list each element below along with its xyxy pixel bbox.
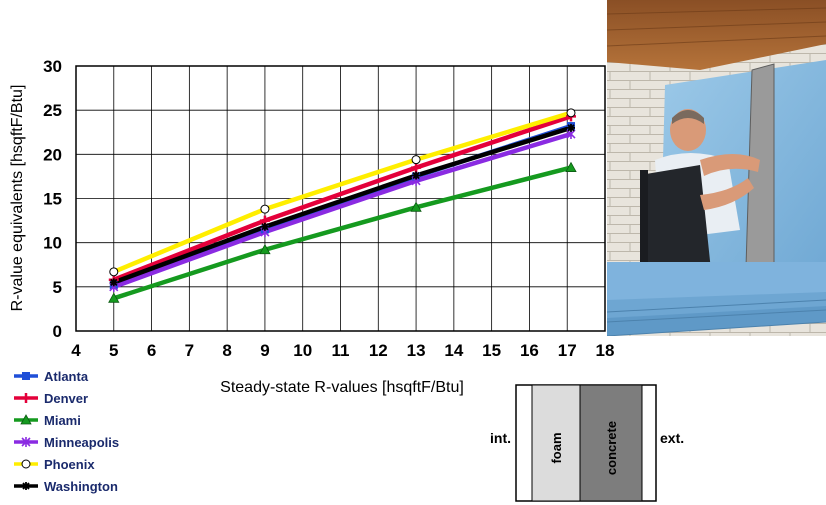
x-tick-label: 17 (558, 341, 577, 360)
x-tick-label: 5 (109, 341, 118, 360)
exterior-label: ext. (660, 430, 684, 446)
legend-label-phoenix: Phoenix (44, 457, 95, 472)
data-point-washington (566, 123, 575, 132)
legend-marker-atlanta (22, 372, 30, 380)
data-point-washington (412, 171, 421, 180)
data-point-phoenix (411, 155, 421, 165)
y-tick-label: 5 (53, 278, 62, 297)
x-tick-label: 8 (222, 341, 231, 360)
x-tick-label: 18 (596, 341, 615, 360)
data-point-phoenix (109, 267, 119, 277)
y-tick-label: 30 (43, 57, 62, 76)
data-point-denver (411, 162, 422, 173)
foam-layer (531, 384, 581, 502)
x-tick-label: 10 (293, 341, 312, 360)
y-tick-label: 15 (43, 190, 62, 209)
data-point-phoenix (260, 204, 270, 214)
y-tick-label: 20 (43, 145, 62, 164)
data-point-washington (109, 278, 118, 287)
legend-label-minneapolis: Minneapolis (44, 435, 119, 450)
x-axis-title: Steady-state R-values [hsqftF/Btu] (220, 379, 464, 396)
x-tick-label: 15 (482, 341, 501, 360)
data-point-washington (260, 222, 269, 231)
concrete-label: concrete (604, 421, 619, 475)
concrete-layer (579, 384, 643, 502)
wall-diagram: int. foam concrete ext. (490, 384, 684, 502)
x-tick-label: 4 (71, 341, 81, 360)
x-tick-label: 7 (185, 341, 194, 360)
y-axis-title: R-value equivalents [hsqftF/Btu] (9, 85, 26, 312)
x-tick-label: 12 (369, 341, 388, 360)
data-point-miami (410, 201, 422, 212)
legend-label-miami: Miami (44, 413, 81, 428)
x-tick-label: 14 (444, 341, 463, 360)
worker-installing-foam-insulation-photo (606, 0, 826, 340)
y-tick-label: 25 (43, 101, 62, 120)
x-tick-label: 13 (407, 341, 426, 360)
legend-label-washington: Washington (44, 479, 118, 494)
x-tick-label: 11 (332, 341, 350, 360)
legend-label-denver: Denver (44, 391, 88, 406)
legend-marker-minneapolis (21, 437, 31, 447)
grid (75, 65, 606, 332)
data-point-miami (108, 292, 120, 303)
series-line-denver (112, 114, 572, 282)
series-line-phoenix (112, 110, 572, 274)
y-tick-label: 0 (53, 322, 62, 341)
legend-marker-phoenix (21, 459, 31, 469)
legend-label-atlanta: Atlanta (44, 369, 89, 384)
y-tick-label: 10 (43, 234, 62, 253)
x-tick-label: 6 (147, 341, 156, 360)
tick-labels: 4 5 6 7 8 9 10 11 12 13 14 15 16 17 18 0 5 10 15 20 25 30 (43, 57, 614, 360)
legend: Atlanta Denver Miami Minneapolis Phoenix Wash… (14, 369, 119, 494)
series-line-miami (113, 165, 572, 301)
x-tick-label: 9 (260, 341, 269, 360)
data-point-miami (565, 161, 577, 172)
series-line-minneapolis (113, 131, 572, 289)
series-lines (112, 110, 572, 301)
x-tick-label: 16 (520, 341, 539, 360)
foam-label: foam (549, 432, 564, 463)
series-markers (108, 108, 577, 303)
interior-label: int. (490, 430, 511, 446)
series-line-washington (113, 125, 572, 285)
legend-marker-washington (22, 482, 30, 490)
legend-marker-miami (20, 414, 32, 425)
data-point-miami (259, 243, 271, 255)
legend-marker-denver (21, 393, 31, 403)
data-point-phoenix (566, 108, 576, 118)
